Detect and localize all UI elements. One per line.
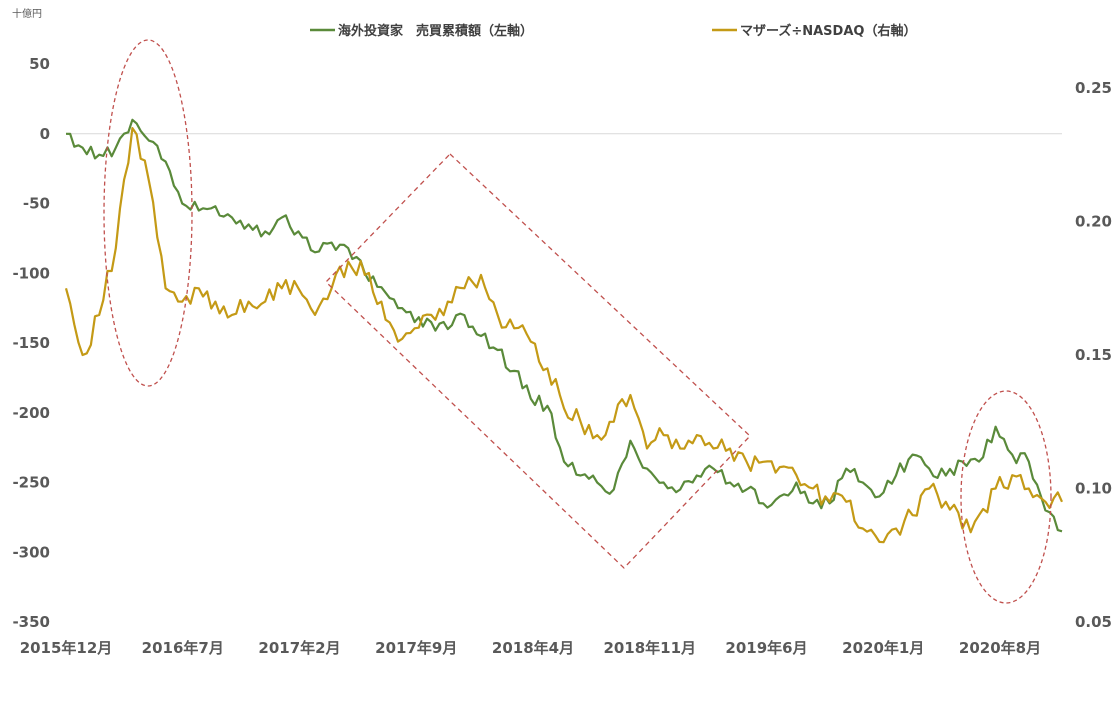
y-left-tick-label: 0 — [40, 125, 50, 143]
x-tick-label: 2016年7月 — [142, 639, 224, 657]
y-right-tick-label: 0.15 — [1075, 346, 1112, 364]
legend: 海外投資家 売買累積額（左軸） マザーズ÷NASDAQ（右軸） — [310, 23, 916, 39]
y-left-tick-label: -50 — [23, 195, 50, 213]
legend-label: 海外投資家 売買累積額（左軸） — [338, 23, 533, 39]
x-tick-label: 2015年12月 — [20, 639, 113, 657]
y-left-tick-label: -100 — [12, 264, 50, 282]
x-tick-label: 2017年2月 — [258, 639, 340, 657]
x-tick-label: 2019年6月 — [725, 639, 807, 657]
y-left-tick-label: -350 — [12, 613, 50, 631]
x-tick-label: 2020年1月 — [842, 639, 924, 657]
left-axis-ticks: 50 0 -50 -100 -150 -200 -250 -300 -350 — [12, 55, 50, 631]
y-left-tick-label: 50 — [29, 55, 50, 73]
unit-label: 十億円 — [12, 7, 42, 20]
y-right-tick-label: 0.10 — [1075, 480, 1112, 498]
x-tick-label: 2020年8月 — [959, 639, 1041, 657]
y-left-tick-label: -250 — [12, 474, 50, 492]
series-line-mothers-nasdaq — [64, 127, 1064, 544]
annotation-ellipse-right — [960, 390, 1052, 604]
x-axis-ticks: 2015年12月 2016年7月 2017年2月 2017年9月 2018年4月 2018… — [20, 639, 1041, 657]
x-tick-label: 2018年4月 — [492, 639, 574, 657]
right-axis-ticks: 0.25 0.20 0.15 0.10 0.05 — [1075, 79, 1112, 631]
y-right-tick-label: 0.05 — [1075, 613, 1112, 631]
annotation-layer — [103, 39, 1052, 604]
legend-label: マザーズ÷NASDAQ（右軸） — [740, 23, 916, 39]
y-left-tick-label: -150 — [12, 334, 50, 352]
y-left-tick-label: -300 — [12, 543, 50, 561]
y-right-tick-label: 0.25 — [1075, 79, 1112, 97]
y-right-tick-label: 0.20 — [1075, 213, 1112, 231]
annotation-diamond — [325, 153, 751, 569]
x-tick-label: 2018年11月 — [603, 639, 696, 657]
series-line-foreign-investors — [65, 118, 1063, 533]
series-layer — [64, 118, 1064, 544]
y-left-tick-label: -200 — [12, 404, 50, 422]
annotation-ellipse-left — [103, 39, 193, 387]
x-tick-label: 2017年9月 — [375, 639, 457, 657]
